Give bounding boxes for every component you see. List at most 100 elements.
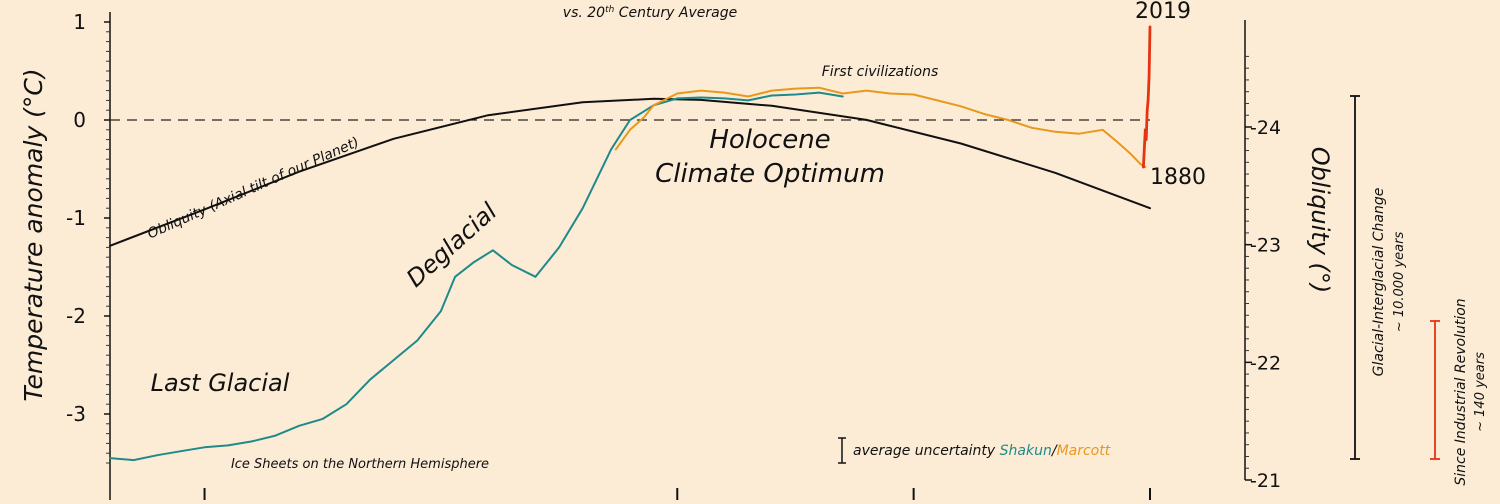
series-point-0-6: [652, 98, 655, 100]
y2-tick-label-2: -22: [1250, 352, 1281, 374]
series-point-0-1: [203, 208, 206, 211]
legend-marcott: Marcott: [1057, 443, 1111, 459]
series-point-2-0: [615, 148, 617, 151]
annotation-2019: 2019: [1135, 0, 1191, 24]
annotation-first-civilizations: First civilizations: [822, 64, 939, 80]
series-point-2-25: [1139, 163, 1142, 165]
series-point-0-9: [865, 119, 868, 121]
series-point-1-20: [558, 246, 560, 249]
series-point-1-15: [454, 276, 456, 278]
series-point-2-1: [629, 129, 631, 131]
series-point-1-9: [321, 418, 324, 420]
series-point-3-2: [1144, 129, 1147, 131]
y2-axis-label: Obliquity (°): [1306, 147, 1334, 294]
annotation-holocene: Holocene: [709, 125, 830, 155]
y-tick-label-3: -2: [66, 304, 86, 328]
series-point-1-1: [132, 459, 135, 461]
y-tick-label-1: 0: [73, 108, 86, 132]
series-point-2-4: [676, 92, 679, 95]
series-point-1-28: [723, 97, 726, 100]
y2-ticks: -24 -23 -22 -21: [1245, 55, 1281, 492]
series-point-2-11: [841, 92, 844, 95]
scale-bar-glacial-sublabel: ~ 10.000 years: [1392, 232, 1407, 333]
series-point-0-10: [960, 142, 962, 145]
series-point-1-11: [369, 378, 371, 381]
series-point-2-23: [1116, 140, 1118, 143]
series-point-1-26: [676, 97, 679, 100]
y2-tick-label-1: -23: [1250, 235, 1281, 257]
annotation-deglacial: Deglacial: [401, 197, 503, 292]
series-point-1-4: [203, 446, 206, 449]
series-point-0-7: [700, 99, 702, 101]
series-point-2-13: [889, 92, 891, 95]
series-point-2-6: [723, 91, 726, 94]
series-point-2-5: [700, 89, 702, 92]
series-point-0-5: [581, 101, 584, 104]
chart-title-sup: th: [605, 5, 615, 15]
series-point-2-12: [865, 89, 868, 92]
series-point-3-1: [1143, 148, 1146, 151]
legend-text: average uncertainty Shakun/Marcott: [853, 443, 1111, 459]
series-point-2-19: [1031, 127, 1033, 129]
series-point-1-32: [818, 91, 820, 94]
series-point-3-5: [1147, 99, 1149, 102]
series-point-2-17: [983, 113, 986, 115]
series-point-0-12: [1149, 207, 1151, 209]
y-tick-label-2: -1: [66, 206, 86, 230]
series-group: [109, 25, 1152, 462]
chart-title-suffix: Century Average: [614, 5, 737, 21]
series-point-1-13: [416, 339, 419, 342]
series-point-0-0: [109, 245, 111, 247]
legend-sep: /: [1050, 443, 1058, 459]
series-point-0-8: [771, 105, 773, 107]
series-line-shakun: [109, 91, 844, 462]
series-point-2-16: [960, 105, 962, 108]
series-point-1-22: [596, 178, 598, 180]
series-point-1-17: [492, 249, 494, 252]
y-minor-ticks: [106, 31, 110, 464]
series-point-1-0: [109, 457, 111, 459]
chart-title: vs. 20th Century Average: [563, 5, 737, 21]
series-line-instrumental-record: [1142, 25, 1152, 169]
series-point-1-8: [298, 425, 300, 427]
legend-prefix: average uncertainty: [853, 443, 996, 459]
series-point-2-10: [818, 86, 820, 89]
scale-bar-industrial-label: Since Industrial Revolution: [1453, 298, 1469, 485]
legend-shakun: Shakun: [1000, 443, 1052, 459]
series-point-1-21: [581, 207, 584, 209]
series-point-3-3: [1145, 138, 1147, 141]
series-point-3-0: [1142, 166, 1145, 168]
annotation-obliquity: Obliquity (Axial tilt of our Planet): [145, 134, 361, 242]
series-point-2-26: [1144, 166, 1147, 168]
series-point-1-31: [794, 93, 797, 96]
series-point-3-4: [1146, 109, 1148, 111]
series-point-1-3: [180, 450, 182, 453]
y-tick-label-0: 1: [73, 10, 86, 34]
series-point-2-15: [936, 99, 939, 102]
series-point-1-10: [345, 403, 348, 406]
series-point-2-21: [1078, 132, 1080, 135]
series-point-1-27: [700, 96, 702, 99]
series-point-1-14: [440, 310, 442, 312]
scale-bar-industrial: Since Industrial Revolution ~ 140 years: [1430, 298, 1488, 486]
series-point-2-2: [643, 116, 645, 118]
annotation-ice-sheets: Ice Sheets on the Northern Hemisphere: [231, 457, 489, 472]
series-point-1-5: [227, 444, 229, 447]
series-point-3-7: [1149, 26, 1151, 28]
series-point-0-11: [1054, 172, 1057, 174]
scale-bar-industrial-sublabel: ~ 140 years: [1473, 352, 1488, 432]
series-point-1-16: [473, 261, 475, 263]
series-point-2-7: [747, 95, 749, 98]
series-point-1-18: [511, 264, 513, 266]
series-point-1-33: [841, 95, 844, 98]
series-point-2-14: [912, 93, 915, 96]
series-point-2-18: [1007, 119, 1009, 121]
series-point-3-6: [1148, 75, 1150, 77]
series-point-1-29: [747, 99, 749, 102]
series-point-0-3: [392, 138, 395, 140]
y-ticks: 1 0 -1 -2 -3: [66, 10, 110, 426]
series-point-2-9: [794, 87, 797, 90]
legend: average uncertainty Shakun/Marcott: [838, 437, 1111, 464]
